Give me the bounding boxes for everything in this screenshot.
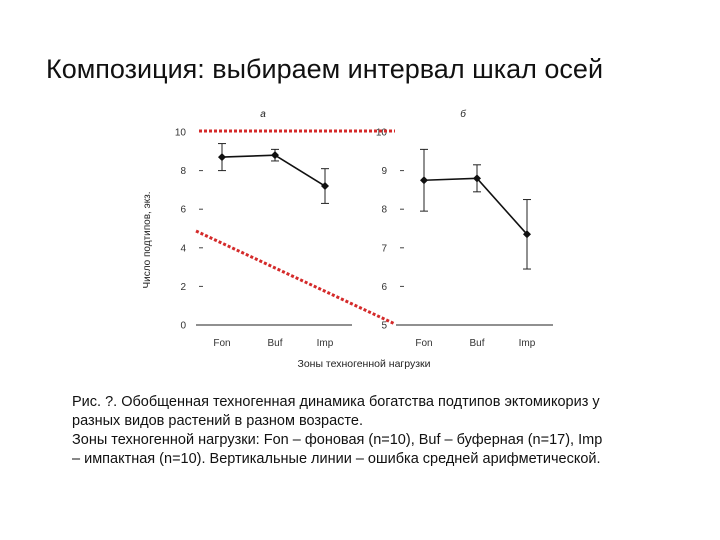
y-tick-label: 10 — [175, 128, 187, 139]
data-point — [218, 153, 226, 162]
data-point — [420, 176, 428, 185]
y-tick-label: 0 — [180, 321, 186, 332]
y-tick-label: 7 — [381, 243, 387, 254]
x-tick-label: Buf — [267, 338, 282, 349]
y-tick-label: 5 — [381, 321, 387, 332]
panel-label: а — [260, 109, 266, 120]
caption-line-4: – импактная (n=10). Вертикальные линии –… — [72, 451, 601, 467]
annotations — [195, 129, 396, 326]
slide-title: Композиция: выбираем интервал шкал осей — [46, 54, 604, 84]
data-point — [321, 182, 329, 191]
y-tick-label: 6 — [180, 205, 186, 216]
figure-caption: Рис. ?. Обобщенная техногенная динамика … — [72, 393, 682, 469]
y-tick-label: 8 — [381, 205, 387, 216]
y-tick-label: 9 — [381, 166, 387, 177]
series-line — [423, 177, 528, 235]
y-tick-label: 10 — [376, 128, 388, 139]
panel-a: а 0 2 4 6 8 10 Fon Buf Imp — [175, 109, 352, 349]
panel-b: б 5 6 7 8 9 10 Fon Buf Imp — [376, 108, 553, 349]
y-tick-label: 4 — [180, 243, 186, 254]
x-axis-label: Зоны техногенной нагрузки — [297, 358, 430, 370]
x-tick-label: Imp — [519, 338, 536, 349]
caption-line-3: Зоны техногенной нагрузки: Fon – фоновая… — [72, 432, 603, 448]
x-tick-label: Buf — [469, 338, 484, 349]
y-tick-label: 8 — [180, 166, 186, 177]
data-point — [523, 230, 531, 239]
alignment-line-diagonal — [195, 229, 396, 326]
x-tick-label: Fon — [415, 338, 432, 349]
data-point — [473, 174, 481, 183]
x-tick-label: Imp — [317, 338, 334, 349]
caption-line-2: разных видов растений в разном возрасте. — [72, 413, 363, 429]
y-tick-label: 2 — [180, 282, 186, 293]
data-point — [271, 151, 279, 160]
x-tick-label: Fon — [213, 338, 230, 349]
panel-label: б — [460, 108, 466, 120]
series-line — [221, 154, 326, 187]
y-axis-label: Число подтипов, экз. — [142, 191, 153, 288]
y-tick-label: 6 — [381, 282, 387, 293]
caption-line-1: Рис. ?. Обобщенная техногенная динамика … — [72, 394, 600, 410]
